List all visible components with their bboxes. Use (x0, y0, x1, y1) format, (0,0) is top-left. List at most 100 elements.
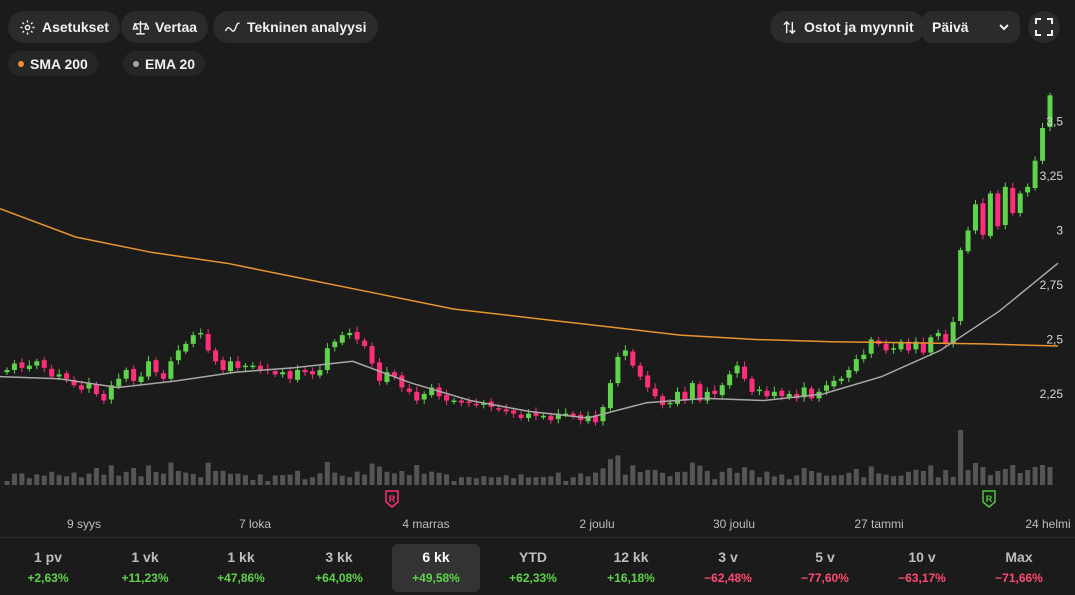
volume-bar (317, 473, 323, 485)
candle-body (71, 379, 77, 386)
candle-body (26, 365, 32, 369)
technical-analysis-button[interactable]: Tekninen analyysi (213, 11, 378, 43)
candle-body (526, 413, 531, 418)
candle-body (630, 351, 636, 366)
period-3-kk[interactable]: 3 kk +64,08% (295, 544, 383, 592)
period-1-pv[interactable]: 1 pv +2,63% (4, 544, 92, 592)
volume-bar (950, 477, 956, 485)
legend-ema[interactable]: EMA 20 (123, 51, 206, 76)
volume-bar (578, 473, 584, 485)
period-label: 1 kk (227, 549, 255, 565)
period-change: −63,17% (898, 571, 946, 585)
volume-bar (734, 472, 740, 485)
candle-body (1047, 95, 1053, 127)
candle-body (56, 374, 62, 377)
candle-body (257, 365, 263, 371)
candle-body (712, 390, 718, 394)
candle-body (637, 365, 643, 377)
period-1-kk[interactable]: 1 kk +47,86% (197, 544, 285, 592)
candle-body (719, 385, 725, 396)
volume-bar (287, 474, 293, 485)
volume-bar (86, 473, 92, 485)
candle-body (689, 383, 695, 400)
candle-body (347, 332, 353, 336)
candle-body (93, 384, 99, 394)
legend-sma[interactable]: SMA 200 (8, 51, 98, 76)
volume-bar (742, 467, 748, 485)
interval-select[interactable]: Päivä (922, 11, 1020, 43)
candle-body (570, 413, 576, 416)
candle-body (429, 387, 435, 396)
volume-bar (466, 477, 472, 485)
period-6-kk[interactable]: 6 kk +49,58% (392, 544, 480, 592)
candle-body (496, 408, 502, 410)
volume-bar (667, 476, 673, 485)
volume-bar (1017, 473, 1023, 485)
price-chart[interactable]: 3,5 3,25 3 2,75 2,5 2,25 9 syys 7 loka 4 marras 2… (0, 80, 1075, 535)
volume-bar (64, 476, 70, 485)
candle-body (64, 373, 70, 379)
candle-body (399, 375, 405, 388)
volume-bar (324, 462, 330, 485)
period-10-v[interactable]: 10 v −63,17% (878, 544, 966, 592)
candle-body (131, 368, 137, 381)
volume-bar (816, 472, 822, 485)
period-5-v[interactable]: 5 v −77,60% (781, 544, 869, 592)
candle-body (101, 394, 107, 401)
volume-bar (421, 473, 427, 485)
candle-body (786, 394, 792, 398)
volume-bar (146, 465, 152, 485)
volume-bar (853, 469, 859, 485)
volume-bar (481, 476, 487, 485)
volume-bar (1032, 467, 1038, 485)
volume-bar (496, 477, 502, 485)
settings-button[interactable]: Asetukset (8, 11, 120, 43)
candle-body (339, 335, 345, 343)
candle-body (734, 365, 740, 374)
candle-body (950, 322, 956, 344)
compare-button[interactable]: Vertaa (121, 11, 209, 43)
volume-bar (712, 479, 718, 485)
volume-bar (503, 475, 509, 485)
technical-analysis-label: Tekninen analyysi (247, 19, 367, 35)
candle-body (49, 368, 55, 377)
volume-bar (905, 471, 911, 485)
period-label: 1 vk (131, 549, 159, 565)
candle-body (295, 370, 301, 380)
volume-bar (93, 468, 99, 485)
candle-body (503, 409, 509, 412)
volume-bar (891, 476, 897, 485)
volume-bar (302, 479, 308, 485)
volume-bar (838, 475, 844, 485)
volume-bar (429, 471, 435, 485)
volume-bar (56, 475, 62, 485)
candle-body (861, 354, 867, 360)
volume-bar (116, 475, 122, 485)
period-label: Max (1005, 549, 1033, 565)
volume-bar (756, 477, 762, 485)
period-1-vk[interactable]: 1 vk +11,23% (101, 544, 189, 592)
sma-200-line (0, 207, 1059, 347)
volume-bar (377, 466, 382, 485)
fullscreen-button[interactable] (1028, 11, 1060, 43)
candle-body (369, 346, 375, 364)
volume-bar (928, 465, 934, 485)
candle-body (943, 334, 949, 344)
volume-bar (973, 463, 978, 485)
period-ytd[interactable]: YTD +62,33% (489, 544, 577, 592)
candle-body (160, 373, 166, 379)
period-12-kk[interactable]: 12 kk +16,18% (587, 544, 675, 592)
volume-bar (846, 472, 852, 485)
candle-body (384, 372, 390, 383)
candle-body (868, 339, 874, 354)
candle-body (406, 388, 412, 392)
period-3-v[interactable]: 3 v −62,48% (684, 544, 772, 592)
trades-button[interactable]: Ostot ja myynnit (770, 11, 925, 43)
period-change: +16,18% (607, 571, 655, 585)
period-max[interactable]: Max −71,66% (975, 544, 1063, 592)
candle-body (518, 414, 524, 418)
candle-body (935, 332, 941, 337)
candle-body (79, 385, 84, 390)
candle-body (980, 203, 986, 235)
period-label: 3 v (718, 549, 738, 565)
